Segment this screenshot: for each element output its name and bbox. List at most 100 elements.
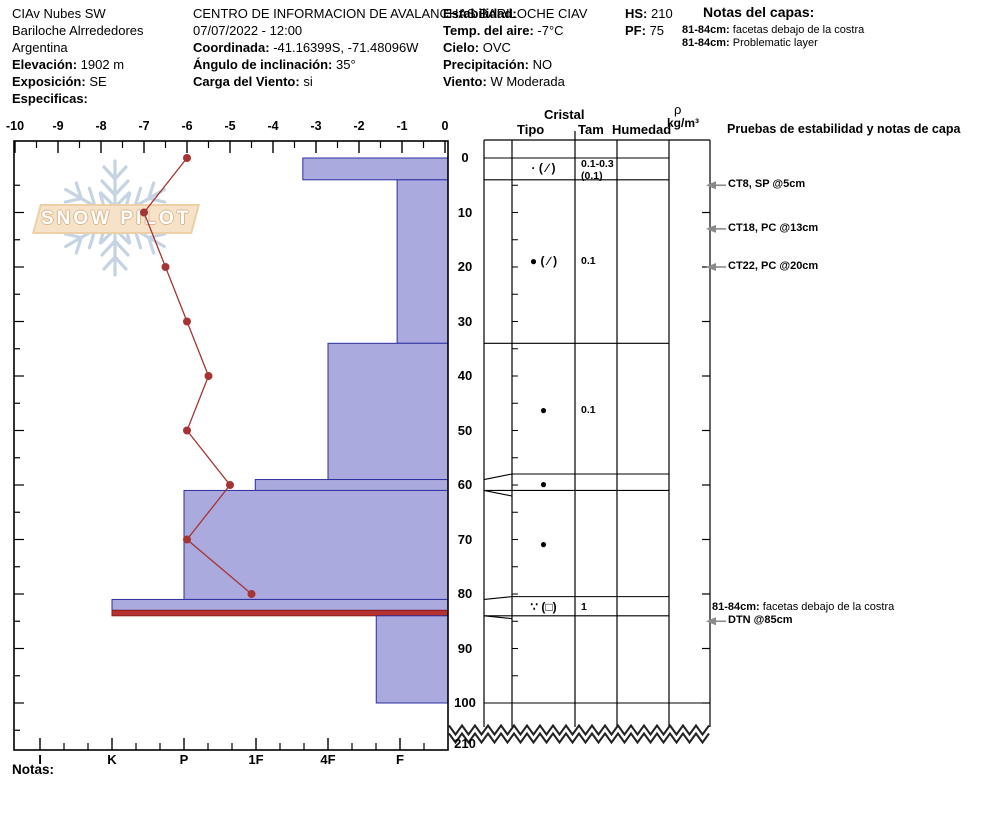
depth-axis-bottom-label: 210	[454, 736, 476, 751]
site-name: CIAv Nubes SW	[12, 6, 106, 21]
temp-axis-tick-label: -8	[95, 119, 107, 133]
wind-load-value: si	[303, 74, 313, 89]
depth-axis-tick-label: 50	[457, 422, 473, 438]
chart-layer-note: 81-84cm: facetas debajo de la costra	[712, 601, 894, 613]
grain-size-value: 1	[581, 600, 587, 613]
temp-axis-tick-label: 0	[441, 119, 449, 133]
depth-axis-tick-label: 60	[457, 477, 473, 492]
depth-axis-tick-label: 20	[457, 259, 473, 274]
air-temp-value: -7°C	[537, 23, 564, 38]
stability-label: Estabilidad:	[443, 6, 517, 21]
chart-layer-note-range: 81-84cm:	[712, 601, 763, 614]
sky-row: Cielo: OVC	[443, 39, 511, 56]
wind-load-row: Carga del Viento: si	[193, 73, 313, 90]
cristal-header: Cristal	[544, 107, 585, 122]
aspect-row: Exposición: SE	[12, 73, 107, 90]
temp-axis-tick-label: -10	[5, 119, 25, 133]
grain-size-value: 0.1-0.3	[581, 157, 614, 170]
precipitation-value: NO	[532, 57, 553, 72]
temp-axis-tick-label: -4	[267, 119, 279, 133]
snow-layer-bar	[396, 179, 449, 344]
tam-column-header: Tam	[578, 122, 604, 137]
snow-layer-bar	[302, 157, 449, 181]
slope-angle-value: 35°	[336, 57, 356, 72]
grain-type-symbol: ∵ (□)	[530, 599, 557, 614]
hs-label: HS:	[625, 6, 648, 21]
snow-layer-bar	[327, 342, 449, 481]
hardness-axis-tick-label: I	[38, 752, 42, 767]
snow-layer-bar	[183, 489, 449, 600]
temp-axis-tick-label: -7	[138, 119, 150, 133]
pf-value: 75	[649, 23, 665, 38]
elevation-value: 1902 m	[80, 57, 125, 72]
temp-axis-tick-label: -3	[310, 119, 322, 133]
specifics-label: Especificas:	[12, 91, 88, 106]
depth-axis-tick-label: 0	[461, 150, 469, 165]
hardness-axis-tick-label: 1F	[248, 752, 264, 767]
test-arrow-head	[706, 263, 716, 271]
sky-value: OVC	[482, 40, 511, 55]
grain-type-symbol: ●	[539, 536, 548, 551]
snow-layer-bar	[375, 615, 449, 704]
layer-note: 81-84cm: Problematic layer	[682, 37, 818, 50]
pf-label: PF:	[625, 23, 646, 38]
temperature-point	[183, 426, 191, 435]
temp-axis-tick-label: -9	[52, 119, 64, 133]
layer-notes-title: Notas del capas:	[703, 4, 815, 20]
grain-type-symbol: · ( ∕ )	[531, 160, 556, 175]
chart-layer-note-text: facetas debajo de la costra	[762, 601, 895, 614]
grain-type-symbol: ● ( ∕ )	[529, 253, 558, 268]
layer-note-text: Problematic layer	[732, 37, 818, 49]
wind-value: W Moderada	[490, 74, 565, 89]
test-arrow-head	[706, 224, 716, 233]
depth-axis-tick-label: 70	[457, 531, 473, 547]
precipitation-row: Precipitación: NO	[443, 56, 552, 73]
snow-layer-bar	[254, 479, 449, 491]
thin-layer-funnel-line	[483, 596, 513, 600]
temperature-point	[161, 263, 170, 271]
depth-axis-tick-label: 100	[454, 695, 476, 710]
temperature-point	[247, 590, 256, 598]
temperature-point	[204, 372, 213, 380]
snow-layer-bar	[111, 598, 449, 611]
layer-note: 81-84cm: facetas debajo de la costra	[682, 24, 864, 37]
depth-axis-tick-label: 30	[457, 313, 473, 329]
humedad-column-header: Humedad	[612, 122, 672, 137]
hs-row: HS: 210	[625, 5, 673, 22]
temp-axis-tick-label: -1	[396, 119, 408, 133]
chart-frame	[13, 140, 449, 751]
wind-label: Viento:	[443, 74, 487, 89]
aspect-value: SE	[89, 74, 107, 89]
pit-datetime: 07/07/2022 - 12:00	[193, 23, 303, 38]
aspect-label: Exposición:	[12, 74, 86, 89]
temperature-point	[183, 154, 191, 162]
depth-axis-tick-label: 40	[457, 368, 473, 383]
hardness-axis-tick-label: 4F	[320, 752, 336, 767]
thin-layer-funnel-line	[483, 489, 513, 497]
temp-axis-tick-label: -2	[353, 119, 365, 133]
depth-break-zigzag	[448, 723, 710, 737]
grain-size-value: 0.1	[581, 254, 596, 267]
temperature-point	[140, 208, 148, 217]
notes-label: Notas:	[12, 762, 55, 777]
depth-axis-tick-label: 10	[457, 204, 473, 220]
pf-row: PF: 75	[625, 22, 664, 39]
air-temp-row: Temp. del aire: -7°C	[443, 22, 564, 39]
sky-label: Cielo:	[443, 40, 480, 55]
stability-test-label: CT8, SP @5cm	[728, 178, 806, 191]
wind-load-label: Carga del Viento:	[193, 74, 300, 89]
thin-layer-funnel-line	[483, 473, 513, 481]
stability-test-label: DTN @85cm	[728, 614, 793, 627]
temperature-point	[226, 481, 234, 489]
elevation-label: Elevación:	[12, 57, 78, 72]
grain-type-symbol: ●	[539, 403, 548, 418]
tests-column-header: Pruebas de estabilidad y notas de capa	[727, 122, 961, 136]
precipitation-label: Precipitación:	[443, 57, 529, 72]
depth-axis-tick-label: 90	[457, 640, 473, 656]
grain-size-value: 0.1	[581, 404, 596, 417]
layer-note-range: 81-84cm:	[682, 37, 730, 49]
site-country: Argentina	[12, 40, 68, 55]
hardness-axis-tick-label: K	[107, 752, 117, 767]
org-title: CENTRO DE INFORMACION DE AVALANCHAS BARI…	[193, 6, 588, 21]
depth-axis-tick-label: 80	[457, 586, 473, 601]
